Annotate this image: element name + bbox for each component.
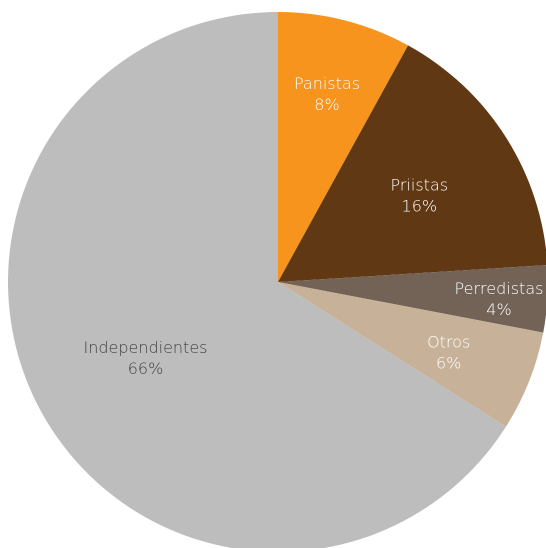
slice-labels: Panistas 8% Priistas 16% Perredistas 4% Otros 6… bbox=[83, 74, 543, 378]
pie-slice-otros bbox=[278, 282, 544, 427]
slice-percent-label: 4% bbox=[486, 300, 511, 319]
slice-category-label: Otros bbox=[427, 333, 470, 352]
pie-slice-panistas bbox=[278, 12, 409, 282]
slice-label-otros: Otros 6% bbox=[427, 333, 470, 373]
slice-label-panistas: Panistas 8% bbox=[294, 74, 360, 114]
pie-slice-perredistas bbox=[278, 265, 546, 333]
slice-category-label: Independientes bbox=[83, 338, 207, 357]
pie-slices bbox=[8, 12, 546, 548]
slice-percent-label: 8% bbox=[314, 95, 339, 114]
slice-label-independientes: Independientes 66% bbox=[83, 338, 207, 378]
slice-label-perredistas: Perredistas 4% bbox=[455, 279, 544, 319]
slice-percent-label: 6% bbox=[436, 354, 461, 373]
slice-label-priistas: Priistas 16% bbox=[391, 175, 449, 215]
pie-slice-priistas bbox=[278, 45, 546, 282]
slice-percent-label: 16% bbox=[402, 196, 438, 215]
slice-category-label: Panistas bbox=[294, 74, 360, 93]
pie-slice-independientes bbox=[8, 12, 506, 548]
slice-percent-label: 66% bbox=[128, 359, 164, 378]
slice-category-label: Priistas bbox=[391, 175, 449, 194]
slice-category-label: Perredistas bbox=[455, 279, 544, 298]
